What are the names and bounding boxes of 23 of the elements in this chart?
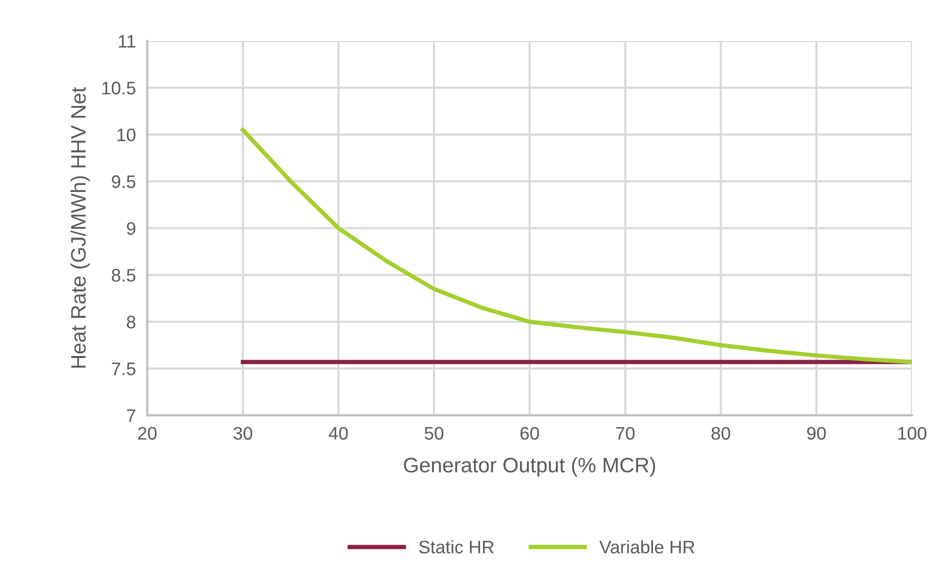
x-tick-label: 80	[712, 426, 730, 440]
y-tick-label: 7	[127, 409, 136, 422]
x-axis-title: Generator Output (% MCR)	[404, 457, 656, 477]
legend-label: Static HR	[419, 540, 494, 554]
y-tick-label: 10	[117, 128, 136, 142]
y-tick-label: 7.5	[112, 362, 136, 376]
y-tick-label: 8.5	[112, 268, 136, 282]
legend-label: Variable HR	[599, 540, 694, 554]
x-tick-label: 50	[424, 426, 444, 440]
x-tick-label: 40	[328, 426, 348, 440]
y-tick-label: 8	[126, 316, 136, 328]
x-tick-label: 30	[233, 426, 252, 440]
y-axis-title: Heat Rate (GJ/MWh) HHV Net	[70, 87, 90, 368]
x-tick-label: 70	[616, 426, 635, 440]
y-tick-label: 11	[118, 35, 136, 48]
y-tick-label: 10.5	[102, 82, 136, 94]
x-tick-label: 20	[138, 426, 157, 440]
x-tick-label: 60	[520, 426, 539, 440]
y-tick-label: 9.5	[112, 175, 136, 188]
x-tick-label: 100	[898, 426, 926, 440]
line-series	[240, 128, 912, 364]
y-tick-label: 9	[126, 222, 136, 235]
x-tick-label: 90	[807, 426, 826, 440]
